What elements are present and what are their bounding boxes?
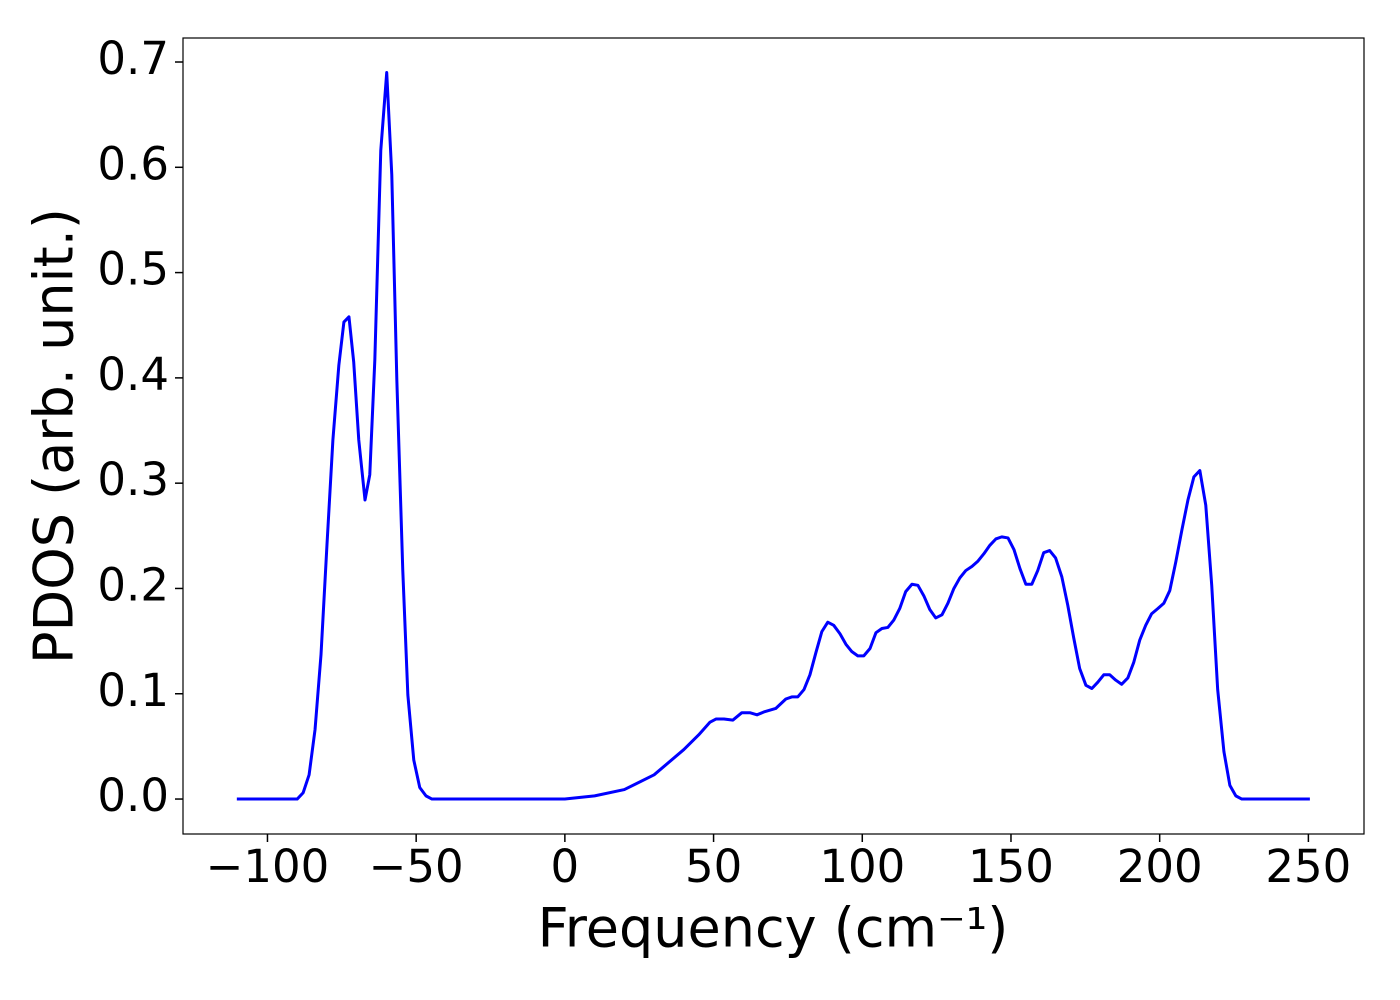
- x-tick-label: 50: [685, 840, 742, 893]
- x-tick-label: −100: [206, 840, 330, 893]
- x-axis-label: Frequency (cm⁻¹): [538, 897, 1009, 960]
- plot-frame: [182, 37, 1365, 835]
- y-axis-label: PDOS (arb. unit.): [23, 208, 86, 664]
- x-tick-label: 200: [1117, 840, 1203, 893]
- y-tick-label: 0.0: [97, 769, 169, 822]
- y-tick-label: 0.3: [97, 453, 169, 506]
- y-tick-label: 0.2: [97, 558, 169, 611]
- y-tick-label: 0.5: [97, 243, 169, 296]
- x-tick-label: 250: [1265, 840, 1351, 893]
- x-tick-label: 150: [968, 840, 1054, 893]
- x-tick-label: 100: [819, 840, 905, 893]
- y-tick-label: 0.6: [97, 137, 169, 190]
- y-tick-label: 0.4: [97, 348, 169, 401]
- x-tick-label: 0: [551, 840, 580, 893]
- y-tick-label: 0.1: [97, 664, 169, 717]
- y-tick-label: 0.7: [97, 32, 169, 85]
- data-line: [236, 71, 1310, 801]
- x-tick-label: −50: [369, 840, 464, 893]
